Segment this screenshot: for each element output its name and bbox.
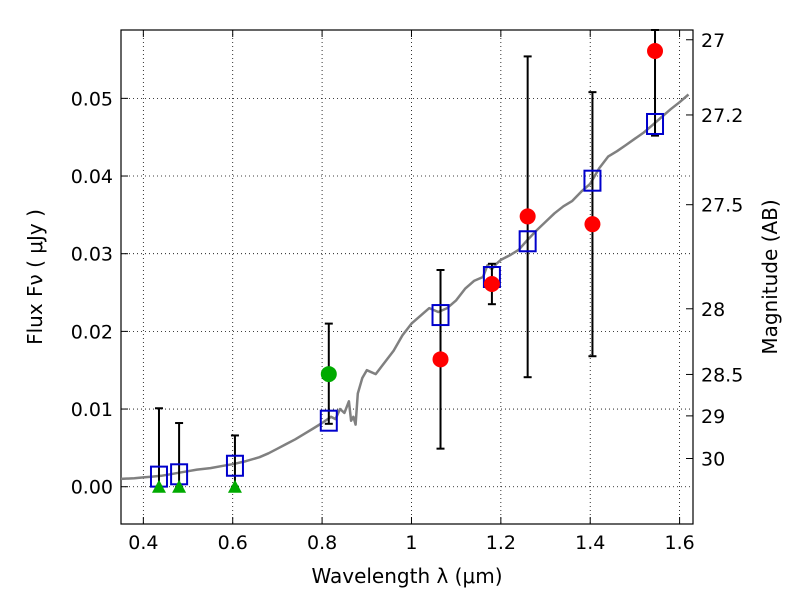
mag-tick-label: 28: [701, 299, 725, 321]
mag-tick-label: 29: [701, 406, 725, 428]
x-axis-title: Wavelength λ (μm): [311, 564, 502, 588]
model-flux-square: [518, 230, 537, 253]
x-tick-label: 1.4: [575, 532, 605, 554]
model-flux-square: [319, 409, 338, 432]
mag-tick-label: 30: [701, 449, 725, 471]
x-tick-label: 0.6: [218, 532, 248, 554]
model-flux-square: [225, 454, 244, 477]
x-tick-label: 0.8: [307, 532, 337, 554]
model-flux-square: [431, 304, 450, 327]
mag-tick-label: 27.2: [701, 105, 743, 127]
mag-tick-label: 28.5: [701, 364, 743, 386]
y-tick-label: 0.00: [71, 477, 113, 499]
upper-limit-triangle: [172, 479, 187, 493]
x-tick-label: 0.4: [128, 532, 158, 554]
detection-point-green: [320, 366, 337, 383]
model-flux-square: [646, 112, 665, 135]
model-spectrum-line: [120, 93, 690, 481]
detection-point: [647, 42, 664, 59]
data-markers: [149, 42, 665, 493]
upper-limit-triangle: [151, 479, 166, 493]
x-tick-label: 1.6: [664, 532, 694, 554]
detection-point: [483, 275, 500, 292]
y-tick-label: 0.02: [71, 321, 113, 343]
x-tick-label: 1: [405, 532, 417, 554]
error-bars: [154, 29, 660, 488]
detection-point: [519, 208, 536, 225]
right-axis-title: Magnitude (AB): [758, 199, 782, 354]
detection-point: [584, 216, 601, 233]
y-tick-label: 0.03: [71, 244, 113, 266]
upper-limit-triangle: [227, 479, 242, 493]
y-axis-title: Flux Fν ( μJy ): [23, 209, 47, 345]
model-spectrum: [120, 93, 690, 481]
y-tick-label: 0.01: [71, 399, 113, 421]
axis-ticks: 0.4 0.6 0.8 1 1.2 1.4 1.6 0.00 0.01 0.02 0.03 0.04 0…: [71, 30, 744, 554]
model-flux-square: [583, 169, 602, 192]
detection-point: [432, 351, 449, 368]
mag-tick-label: 27: [701, 30, 725, 52]
mag-tick-label: 27.5: [701, 195, 743, 217]
grid-lines: [121, 30, 693, 524]
x-tick-label: 1.2: [486, 532, 516, 554]
plot-frame: [120, 29, 694, 525]
y-tick-label: 0.05: [71, 88, 113, 110]
y-tick-label: 0.04: [71, 166, 113, 188]
